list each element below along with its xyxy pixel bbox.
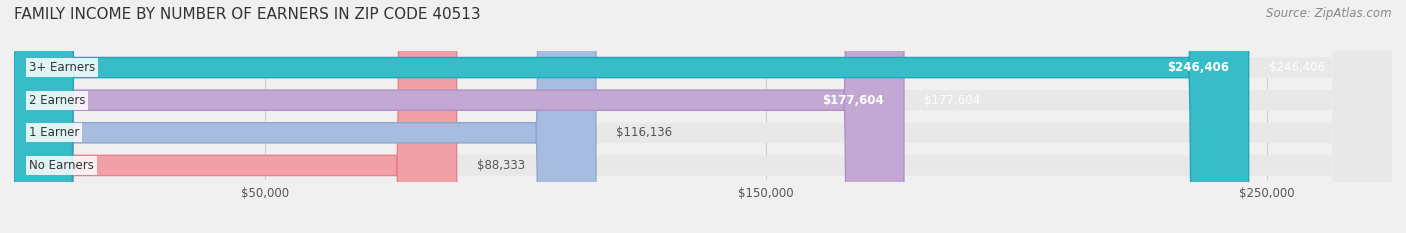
Text: Source: ZipAtlas.com: Source: ZipAtlas.com (1267, 7, 1392, 20)
Text: $246,406: $246,406 (1268, 61, 1324, 74)
FancyBboxPatch shape (14, 0, 1392, 233)
FancyBboxPatch shape (14, 0, 596, 233)
FancyBboxPatch shape (14, 0, 1392, 233)
Text: 2 Earners: 2 Earners (30, 94, 86, 107)
Text: No Earners: No Earners (30, 159, 94, 172)
Text: $177,604: $177,604 (924, 94, 980, 107)
Text: 1 Earner: 1 Earner (30, 126, 80, 139)
FancyBboxPatch shape (14, 0, 1392, 233)
Text: $88,333: $88,333 (477, 159, 524, 172)
Text: $116,136: $116,136 (616, 126, 672, 139)
Text: 3+ Earners: 3+ Earners (30, 61, 96, 74)
Text: $246,406: $246,406 (1167, 61, 1229, 74)
FancyBboxPatch shape (14, 0, 457, 233)
FancyBboxPatch shape (14, 0, 904, 233)
Text: FAMILY INCOME BY NUMBER OF EARNERS IN ZIP CODE 40513: FAMILY INCOME BY NUMBER OF EARNERS IN ZI… (14, 7, 481, 22)
FancyBboxPatch shape (14, 0, 1392, 233)
Text: $177,604: $177,604 (823, 94, 884, 107)
FancyBboxPatch shape (14, 0, 1249, 233)
